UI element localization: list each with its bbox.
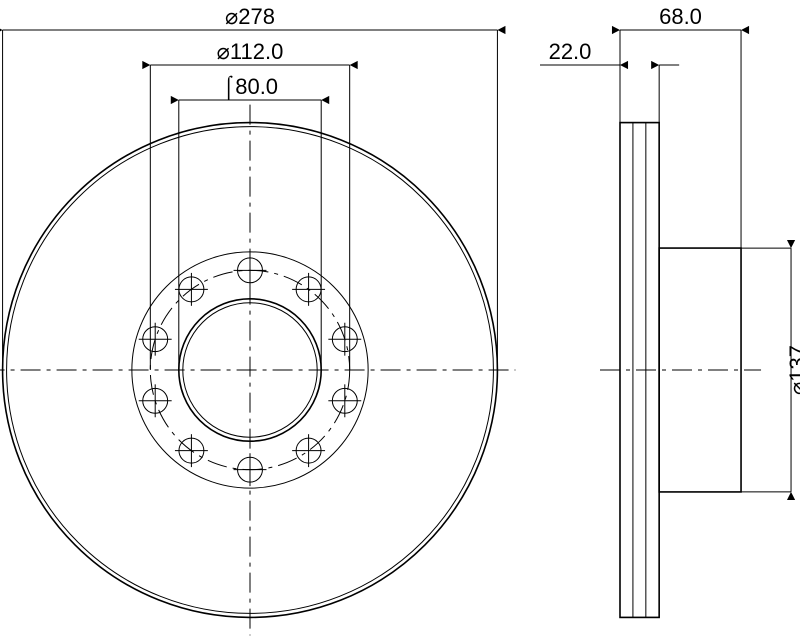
dimension-label: 22.0 [549, 39, 592, 64]
dimension-label: 68.0 [659, 4, 702, 29]
front-view [0, 105, 515, 636]
dimension-label: ⌀278 [225, 4, 275, 29]
side-view [600, 123, 761, 618]
dimension-label: ⌀112.0 [217, 39, 284, 64]
dimension-label: ⌠80.0 [222, 74, 278, 101]
dimension-label: ⌀137 [785, 345, 800, 395]
